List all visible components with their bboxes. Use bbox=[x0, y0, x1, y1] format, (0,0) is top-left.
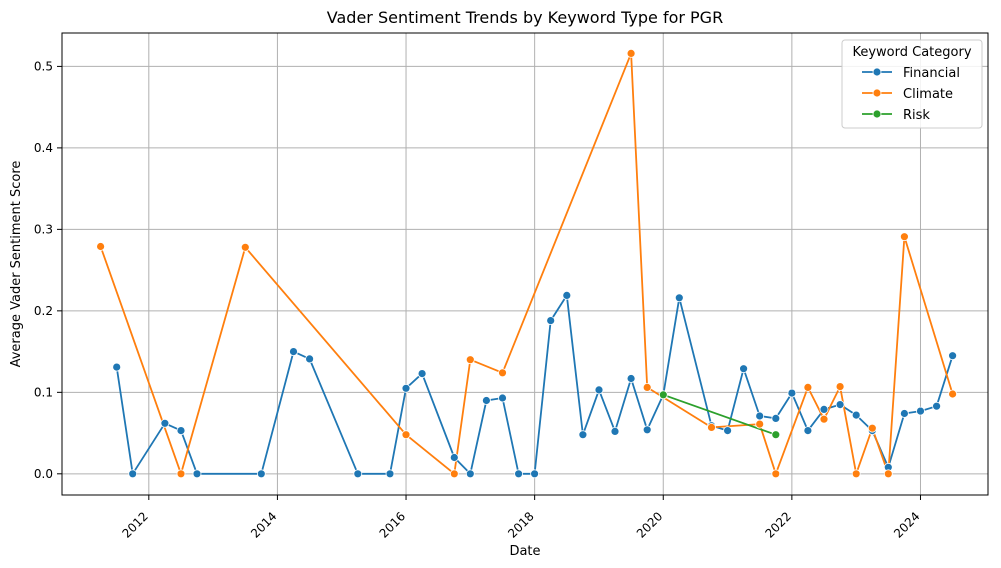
financial-point bbox=[674, 293, 684, 303]
financial-point bbox=[562, 290, 572, 300]
climate-point bbox=[401, 430, 411, 440]
financial-point bbox=[642, 425, 652, 435]
y-tick-label: 0.2 bbox=[34, 304, 53, 318]
climate-point bbox=[803, 382, 813, 392]
financial-point bbox=[289, 347, 298, 357]
financial-point bbox=[803, 426, 813, 436]
financial-point bbox=[176, 426, 186, 436]
financial-point bbox=[739, 364, 748, 374]
financial-point bbox=[626, 374, 636, 383]
climate-point bbox=[449, 469, 459, 479]
financial-point bbox=[723, 426, 732, 436]
financial-point bbox=[449, 453, 459, 462]
financial-point bbox=[481, 396, 491, 405]
financial-point bbox=[578, 430, 588, 440]
legend-box bbox=[841, 39, 983, 129]
legend-financial-label: Financial bbox=[903, 66, 960, 81]
y-axis-label: Average Vader Sentiment Score bbox=[9, 161, 24, 368]
y-axis: 0.0 0.1 0.2 0.3 0.4 0.5 bbox=[34, 59, 62, 481]
x-axis-label: Date bbox=[509, 544, 540, 559]
legend-title: Keyword Category bbox=[852, 45, 971, 60]
y-tick-label: 0.5 bbox=[34, 59, 53, 73]
financial-point bbox=[932, 401, 941, 411]
climate-point bbox=[642, 382, 652, 392]
y-tick-label: 0.1 bbox=[34, 385, 53, 399]
financial-point bbox=[835, 400, 845, 410]
financial-point bbox=[594, 385, 604, 395]
financial-point bbox=[401, 383, 411, 393]
climate-point bbox=[96, 242, 105, 251]
risk-point bbox=[658, 390, 668, 400]
financial-point bbox=[787, 388, 797, 398]
climate-point bbox=[176, 469, 186, 479]
legend-climate-label: Climate bbox=[903, 87, 953, 102]
financial-point bbox=[948, 351, 957, 361]
climate-point bbox=[465, 355, 475, 365]
financial-point bbox=[305, 354, 315, 364]
climate-point bbox=[240, 242, 250, 252]
climate-point bbox=[707, 422, 716, 432]
climate-point bbox=[819, 414, 829, 424]
legend-items: Financial Climate Risk bbox=[862, 66, 960, 123]
financial-point bbox=[851, 410, 861, 420]
financial-point bbox=[112, 362, 122, 372]
climate-line bbox=[99, 52, 954, 475]
financial-point bbox=[353, 469, 363, 479]
climate-point bbox=[835, 382, 845, 392]
climate-point bbox=[883, 469, 893, 479]
climate-point bbox=[900, 232, 909, 242]
financial-point bbox=[385, 469, 395, 479]
y-tick-label: 0.0 bbox=[34, 467, 53, 481]
risk-point bbox=[771, 430, 781, 440]
risk-line bbox=[662, 393, 777, 436]
climate-point bbox=[867, 423, 877, 433]
legend-risk-marker bbox=[872, 109, 882, 119]
series-points bbox=[96, 49, 957, 479]
climate-point bbox=[851, 469, 861, 479]
financial-point bbox=[771, 413, 781, 423]
plot-frame bbox=[61, 32, 989, 496]
climate-point bbox=[755, 419, 765, 429]
financial-point bbox=[819, 404, 829, 414]
climate-point bbox=[498, 368, 507, 378]
legend: Keyword Category Financial Climate Risk bbox=[841, 39, 983, 129]
financial-point bbox=[755, 411, 765, 421]
y-tick-label: 0.3 bbox=[34, 222, 53, 236]
chart-title: Vader Sentiment Trends by Keyword Type f… bbox=[327, 8, 723, 27]
financial-point bbox=[417, 369, 427, 379]
legend-risk-label: Risk bbox=[903, 108, 930, 123]
financial-point bbox=[610, 426, 620, 436]
financial-point bbox=[546, 316, 556, 326]
legend-financial-marker bbox=[872, 67, 882, 77]
climate-point bbox=[948, 389, 957, 399]
legend-climate-marker bbox=[872, 88, 882, 98]
financial-point bbox=[128, 469, 138, 479]
financial-point bbox=[465, 469, 475, 479]
financial-point bbox=[514, 469, 523, 479]
financial-point bbox=[256, 469, 266, 479]
financial-point bbox=[160, 418, 170, 428]
financial-point bbox=[530, 469, 539, 479]
financial-point bbox=[192, 469, 202, 479]
climate-point bbox=[771, 469, 781, 479]
y-tick-label: 0.4 bbox=[34, 141, 53, 155]
financial-point bbox=[498, 393, 507, 403]
climate-point bbox=[626, 49, 636, 58]
financial-point bbox=[900, 409, 909, 418]
financial-point bbox=[916, 406, 925, 416]
